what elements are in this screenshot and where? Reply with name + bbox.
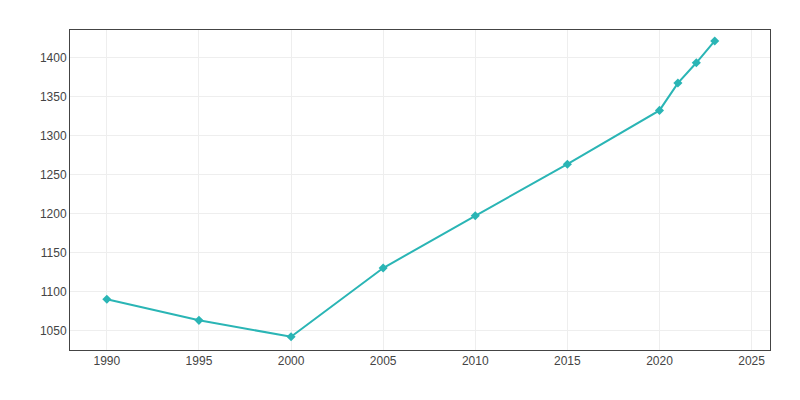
svg-text:1300: 1300 xyxy=(40,129,67,143)
svg-text:1995: 1995 xyxy=(186,354,213,368)
svg-text:1050: 1050 xyxy=(40,324,67,338)
svg-text:1990: 1990 xyxy=(93,354,120,368)
svg-text:1350: 1350 xyxy=(40,90,67,104)
svg-text:1200: 1200 xyxy=(40,207,67,221)
svg-text:2020: 2020 xyxy=(646,354,673,368)
svg-text:2025: 2025 xyxy=(738,354,765,368)
svg-text:1400: 1400 xyxy=(40,51,67,65)
svg-text:2010: 2010 xyxy=(462,354,489,368)
svg-text:1100: 1100 xyxy=(41,285,67,299)
svg-text:1150: 1150 xyxy=(41,246,67,260)
svg-text:2005: 2005 xyxy=(370,354,397,368)
svg-text:1250: 1250 xyxy=(40,168,67,182)
svg-text:2015: 2015 xyxy=(554,354,581,368)
svg-text:2000: 2000 xyxy=(278,354,305,368)
